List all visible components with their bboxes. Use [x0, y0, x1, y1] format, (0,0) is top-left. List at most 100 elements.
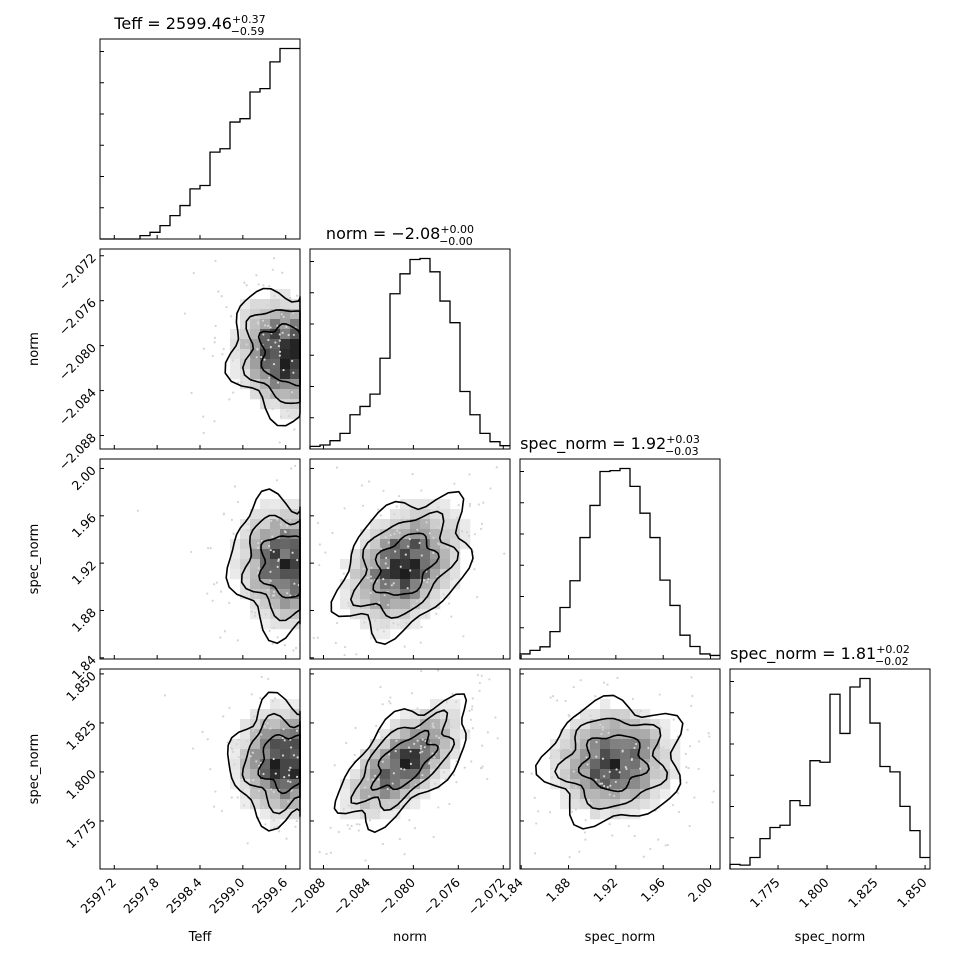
density-cell	[280, 749, 291, 760]
density-cell	[270, 349, 281, 360]
sample-point	[255, 356, 258, 359]
density-cell	[370, 619, 381, 630]
panel-1-0: −2.088−2.084−2.080−2.076−2.072	[56, 248, 301, 473]
sample-point	[230, 518, 233, 521]
density-cell	[250, 569, 261, 580]
sample-point	[599, 782, 602, 785]
sample-point	[271, 642, 274, 645]
density-cell	[240, 579, 251, 590]
sample-point	[264, 823, 267, 826]
sample-point	[367, 480, 371, 483]
density-cell	[550, 779, 561, 790]
density-cell	[370, 589, 381, 600]
x-axis-label-spec_norm: spec_norm	[795, 930, 866, 945]
density-cell	[370, 529, 381, 540]
sample-point	[691, 694, 694, 698]
sample-point	[258, 804, 261, 807]
density-cell	[240, 539, 251, 550]
sample-point	[633, 746, 636, 749]
sample-point	[388, 801, 391, 804]
panel-title-2: spec_norm = 1.92+0.03 −0.03	[520, 433, 700, 458]
density-cell	[450, 539, 461, 550]
sample-point	[230, 315, 233, 318]
sample-point	[240, 779, 243, 783]
sample-point	[329, 851, 333, 854]
density-cell	[440, 699, 451, 710]
sample-point	[261, 521, 264, 524]
density-cell	[590, 739, 601, 750]
sample-point	[282, 369, 285, 372]
sample-point	[272, 819, 275, 822]
sample-point	[557, 749, 560, 752]
sample-point	[231, 750, 235, 754]
density-cell	[660, 729, 671, 740]
sample-point	[254, 528, 257, 532]
sample-point	[278, 354, 281, 357]
sample-point	[369, 575, 372, 578]
density-cell	[290, 539, 301, 550]
sample-point	[136, 509, 140, 512]
density-cell	[660, 759, 671, 770]
density-cell	[460, 529, 471, 540]
density-cell	[430, 569, 441, 580]
sample-point	[473, 533, 476, 536]
x-tick-label: 1.825	[845, 875, 881, 911]
sample-point	[433, 756, 436, 759]
density-cell	[370, 769, 381, 780]
density-cell	[450, 519, 461, 530]
sample-point	[382, 578, 385, 581]
sample-point	[242, 559, 245, 562]
sample-point	[415, 599, 419, 603]
sample-point	[386, 787, 389, 791]
sample-point	[273, 294, 276, 297]
density-cell	[360, 529, 371, 540]
sample-point	[450, 578, 453, 581]
sample-point	[254, 594, 257, 597]
density-cell	[290, 729, 301, 740]
density-cell	[270, 799, 281, 810]
sample-point	[243, 281, 246, 284]
sample-point	[246, 740, 249, 743]
sample-point	[286, 592, 289, 595]
sample-point	[618, 771, 621, 774]
density-cell	[560, 759, 571, 770]
density-cell	[440, 749, 451, 760]
density-cell	[630, 719, 641, 730]
density-cell	[360, 539, 371, 550]
sample-point	[478, 689, 481, 692]
sample-point	[209, 547, 212, 550]
density-cell	[270, 329, 281, 340]
sample-point	[570, 810, 574, 813]
sample-point	[278, 830, 281, 833]
sample-point	[387, 603, 390, 607]
sample-point	[231, 748, 234, 751]
sample-point	[236, 349, 240, 352]
y-tick-label: 1.775	[63, 815, 99, 851]
y-tick-label: −2.084	[56, 385, 99, 428]
density-cell	[260, 339, 271, 350]
density-cell	[610, 799, 621, 810]
sample-point	[486, 731, 490, 734]
density-cell	[630, 759, 641, 770]
sample-point	[285, 325, 288, 329]
sample-point	[272, 626, 275, 629]
density-cell	[250, 759, 261, 770]
density-cell	[270, 309, 281, 320]
sample-point	[260, 675, 263, 679]
sample-point	[386, 566, 390, 570]
x-tick-label: 1.96	[638, 875, 668, 905]
sample-point	[163, 694, 166, 697]
sample-point	[291, 391, 294, 394]
density-cell	[400, 519, 411, 530]
sample-point	[676, 735, 679, 738]
x-tick-label: 2599.0	[206, 875, 248, 917]
density-cell	[380, 589, 391, 600]
density-cell	[270, 289, 281, 300]
sample-point	[363, 786, 367, 789]
sample-point	[450, 615, 453, 618]
density-cell	[230, 769, 241, 780]
density-cell	[270, 389, 281, 400]
sample-point	[272, 362, 276, 366]
density-cell	[270, 529, 281, 540]
contour-line	[370, 729, 439, 791]
